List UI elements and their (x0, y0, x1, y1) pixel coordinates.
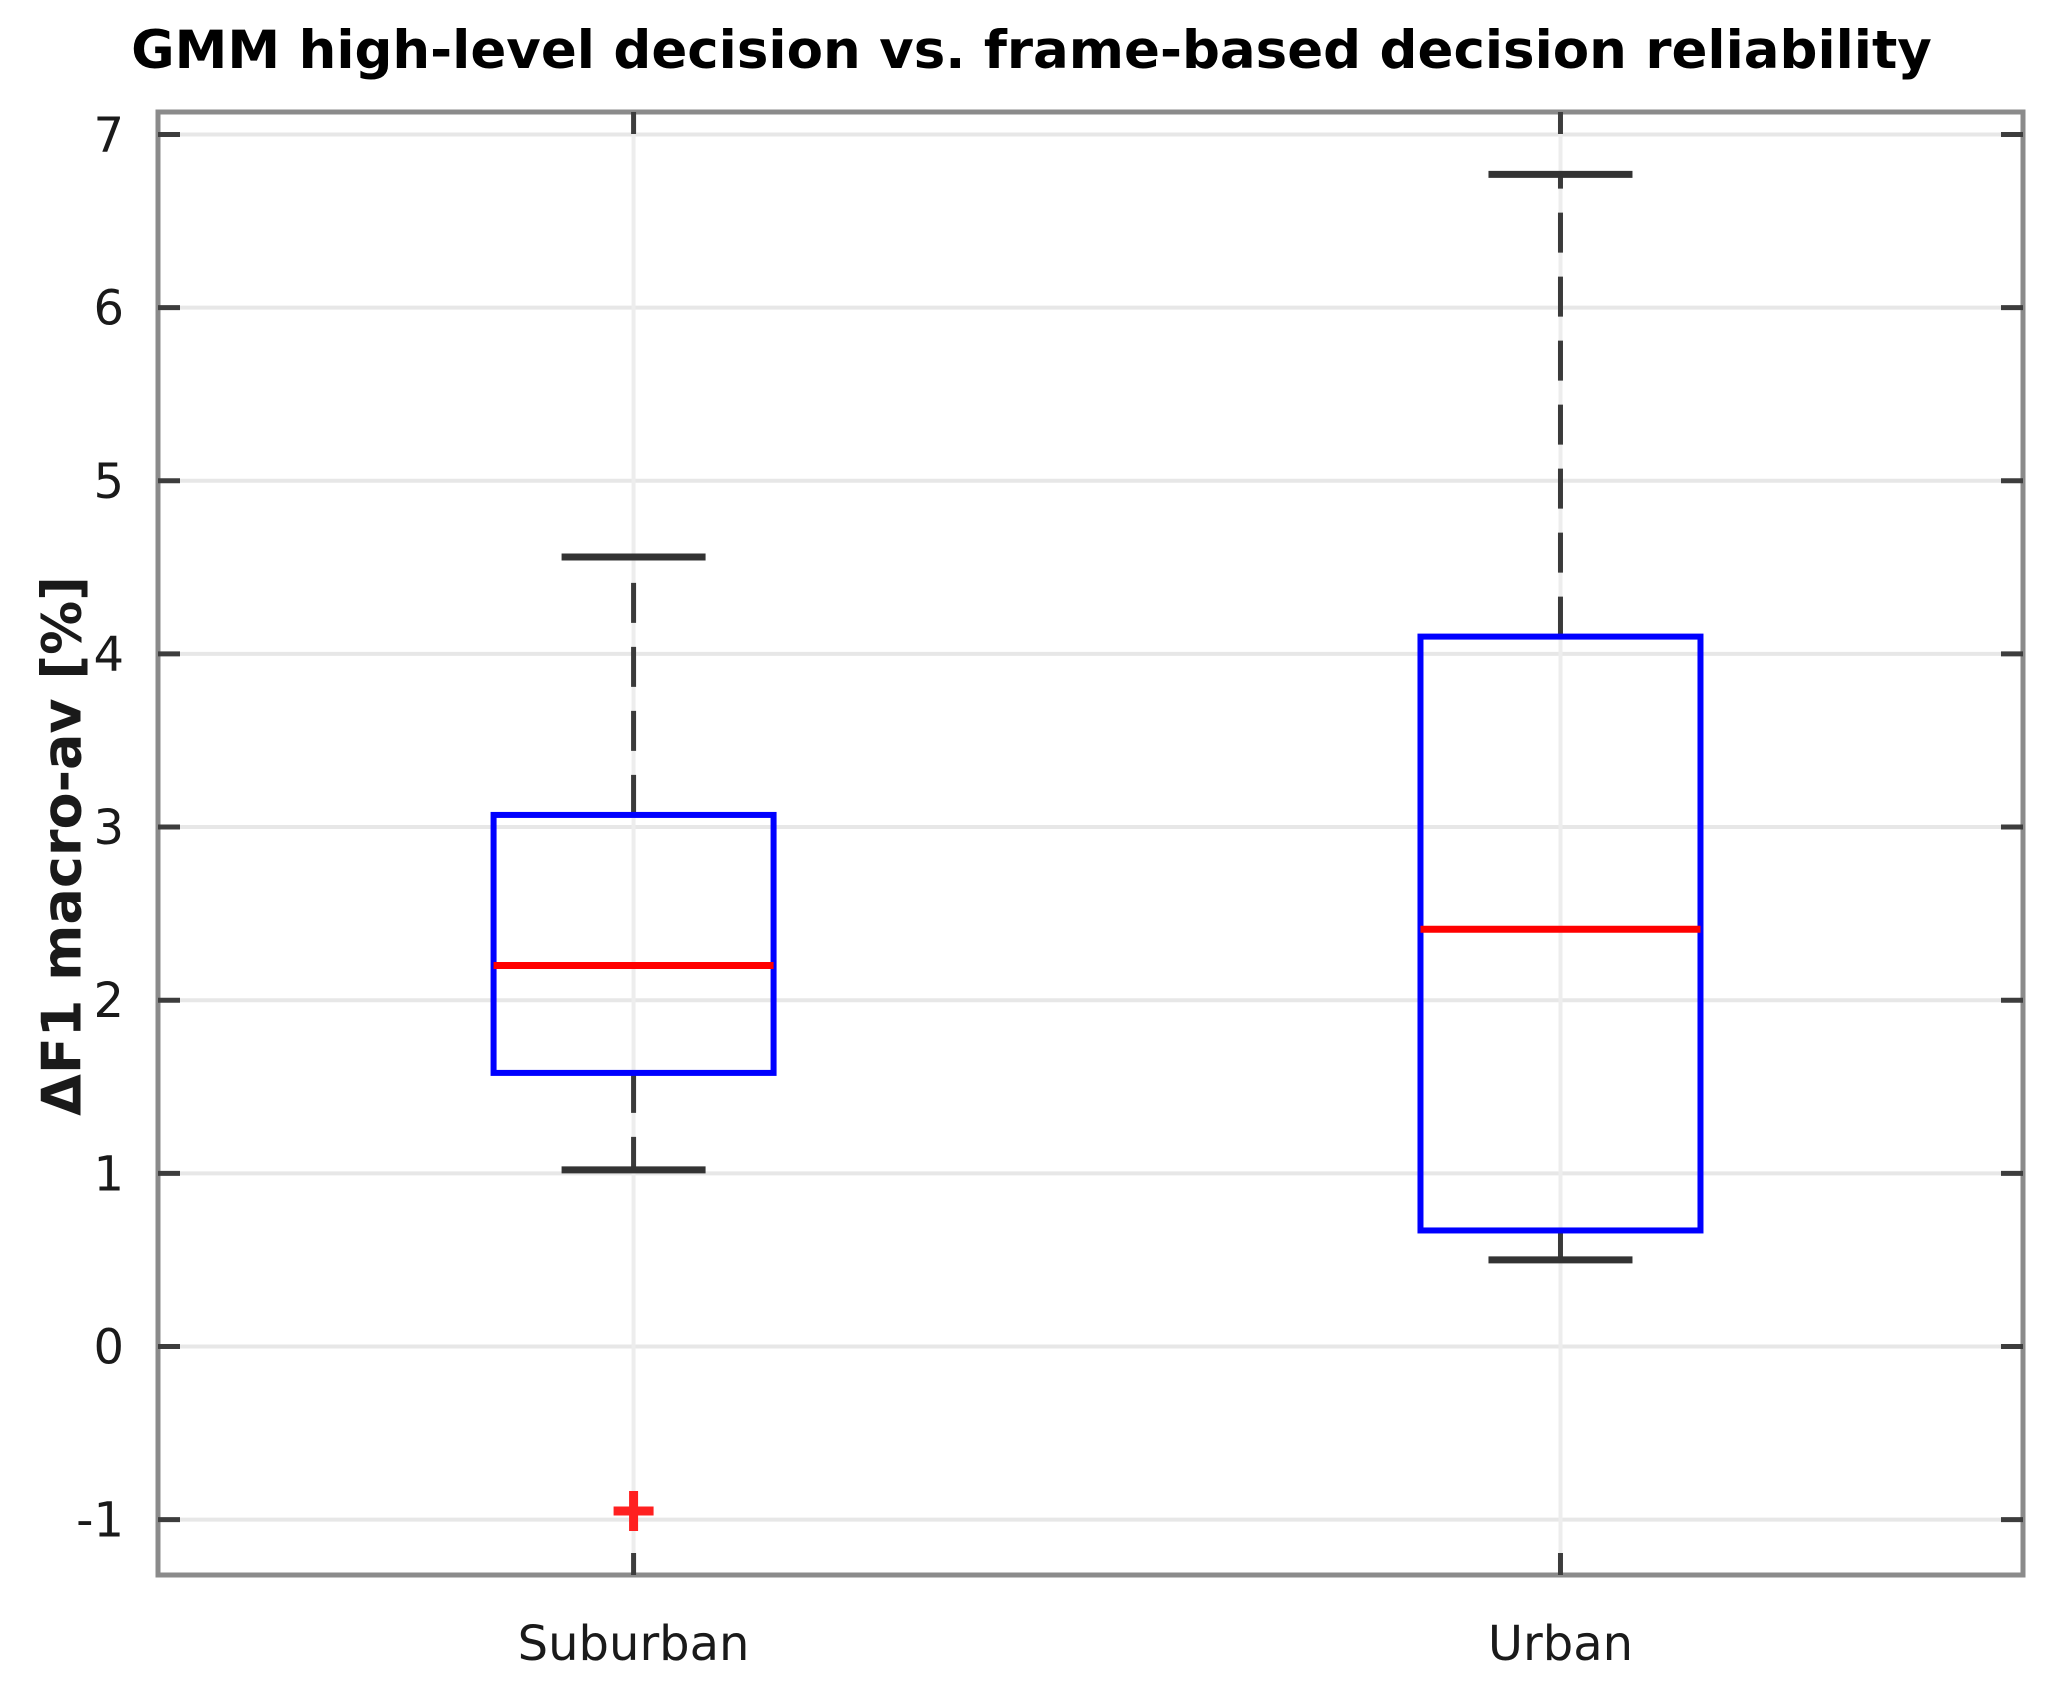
y-tick-label-0: 0 (93, 1319, 124, 1375)
y-tick-label-4: 4 (93, 627, 124, 683)
y-tick-label-1: 1 (93, 1146, 124, 1202)
axes-frame (155, 109, 2026, 1578)
x-tick-label-urban: Urban (1488, 1616, 1633, 1672)
x-tick-label-suburban: Suburban (518, 1616, 750, 1672)
y-tick-label-7: 7 (93, 108, 124, 164)
chart-title: GMM high-level decision vs. frame-based … (131, 20, 1932, 81)
y-tick-label-2: 2 (93, 973, 124, 1029)
y-tick-label-6: 6 (93, 281, 124, 337)
box-urban (1417, 633, 1704, 1234)
y-tick-label--1: -1 (76, 1493, 124, 1549)
y-tick-label-3: 3 (93, 800, 124, 856)
y-tick-label-5: 5 (93, 454, 124, 510)
box-suburban (490, 811, 777, 1076)
